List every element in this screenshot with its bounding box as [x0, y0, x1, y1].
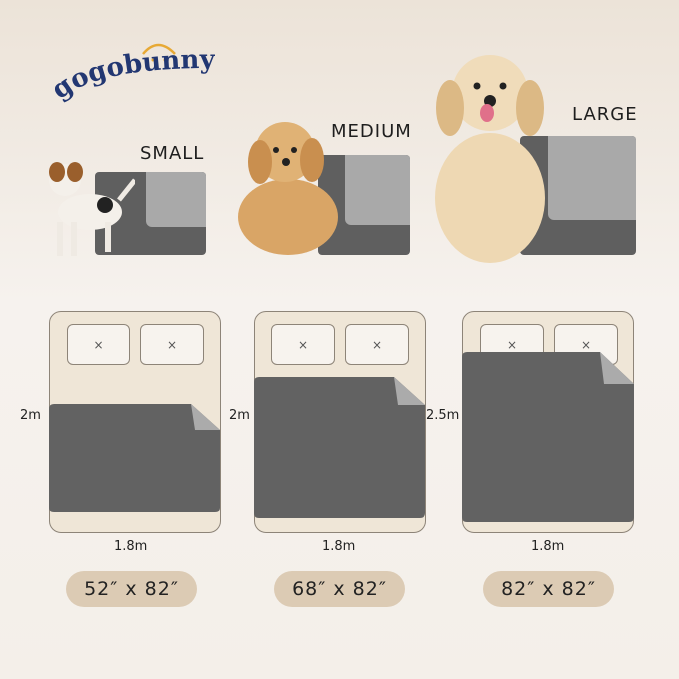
height-label: 2.5m	[426, 408, 460, 423]
dimension-badge: 82″ x 82″	[483, 571, 614, 607]
width-label: 1.8m	[114, 539, 148, 554]
size-label-large: LARGE	[572, 104, 638, 125]
pillow: ×	[67, 324, 130, 365]
small-dog-image	[49, 162, 135, 256]
width-label: 1.8m	[531, 539, 565, 554]
dimension-badge: 52″ x 82″	[66, 571, 197, 607]
dimension-badge: 68″ x 82″	[274, 571, 405, 607]
pillow: ×	[345, 324, 409, 365]
size-label-medium: MEDIUM	[331, 121, 412, 142]
height-label: 2m	[229, 408, 250, 423]
height-label: 2m	[20, 408, 41, 423]
large-dog-image	[435, 55, 545, 263]
width-label: 1.8m	[322, 539, 356, 554]
gogobunny-logo: gogobunny	[55, 43, 215, 105]
svg-text:gogobunny: gogobunny	[55, 45, 215, 105]
mat-overlay-small	[49, 404, 220, 512]
pillow: ×	[140, 324, 204, 365]
mat-overlay-medium	[254, 377, 425, 518]
pillow: ×	[271, 324, 335, 365]
medium-dog-image	[238, 122, 338, 255]
large-mat-image	[520, 136, 636, 255]
size-label-small: SMALL	[140, 143, 205, 164]
mat-overlay-large	[462, 352, 634, 522]
